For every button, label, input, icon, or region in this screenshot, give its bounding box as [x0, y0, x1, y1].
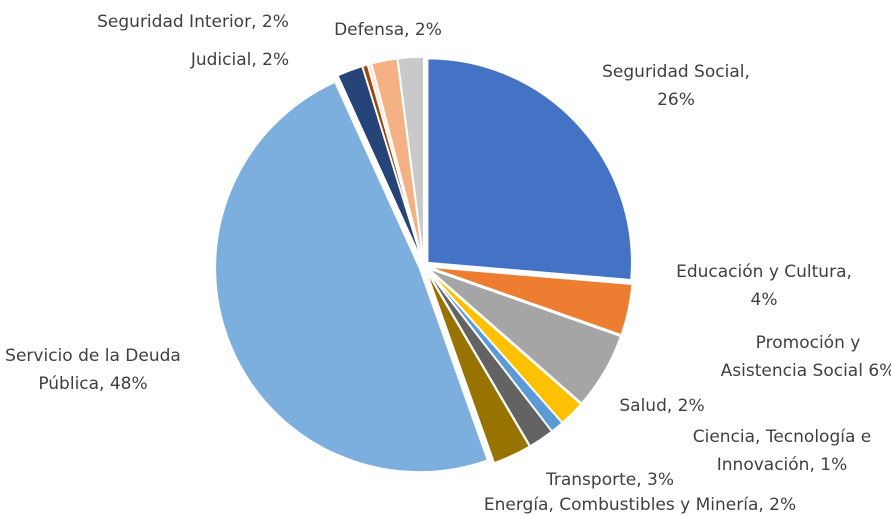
pie-slice	[425, 270, 531, 464]
data-label: Promoción y	[756, 333, 861, 353]
pie-slice	[214, 81, 489, 473]
data-label: Seguridad Social,	[602, 62, 750, 82]
data-label: Asistencia Social 6%	[721, 361, 891, 381]
pie-slice	[428, 266, 633, 336]
pie-slice	[427, 267, 622, 405]
data-label: Educación y Cultura,	[676, 262, 852, 282]
data-label: Innovación, 1%	[717, 455, 847, 475]
data-label: Energía, Combustibles y Minería, 2%	[484, 495, 796, 515]
data-label: Ciencia, Tecnología e	[693, 427, 872, 447]
pie-slice	[426, 57, 633, 281]
data-label: Servicio de la Deuda	[5, 346, 181, 366]
data-label: Transporte, 3%	[545, 470, 674, 490]
data-label: Pública, 48%	[38, 374, 147, 394]
data-label: Seguridad Interior, 2%	[97, 12, 289, 32]
pie-slice	[426, 269, 553, 448]
data-label: Salud, 2%	[619, 396, 704, 416]
data-label: Judicial, 2%	[190, 50, 289, 70]
pie-slice	[396, 56, 425, 262]
data-label: 4%	[751, 290, 778, 310]
data-label: Defensa, 2%	[334, 20, 442, 40]
data-label: 26%	[657, 90, 695, 110]
